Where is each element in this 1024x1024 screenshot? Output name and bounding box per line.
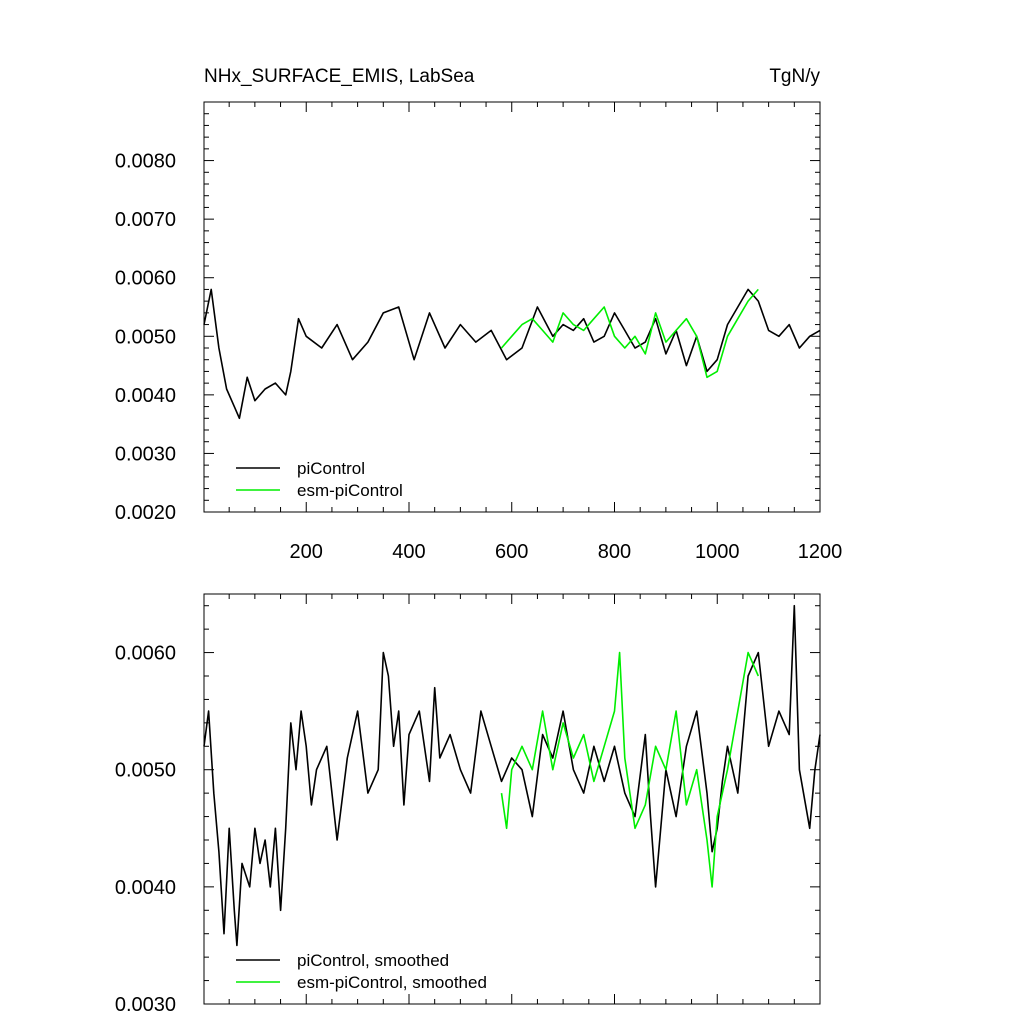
y-tick-label: 0.0070 <box>115 209 176 231</box>
chart-units: TgN/y <box>769 66 820 87</box>
y-tick-label: 0.0050 <box>115 760 176 782</box>
y-tick-label: 0.0020 <box>115 502 176 524</box>
x-tick-label: 400 <box>392 541 425 563</box>
y-tick-label: 0.0030 <box>115 443 176 465</box>
y-tick-label: 0.0060 <box>115 643 176 665</box>
legend-label: piControl <box>297 459 365 478</box>
y-tick-label: 0.0030 <box>115 994 176 1016</box>
y-tick-label: 0.0060 <box>115 268 176 290</box>
x-tick-label: 600 <box>495 541 528 563</box>
series-line-picontrol-smoothed <box>203 604 821 947</box>
x-tick-label: 1000 <box>695 541 740 563</box>
x-tick-label: 200 <box>290 541 323 563</box>
plot-frame <box>203 101 821 513</box>
y-tick-label: 0.0050 <box>115 326 176 348</box>
series-line-picontrol <box>203 288 821 420</box>
top-panel: 200 400 600 800 1000 1200 0.0020 0.0030 0.0040 0.… <box>115 101 843 563</box>
bottom-panel: 0.0030 0.0040 0.0050 0.0060 piControl, smoot… <box>115 593 821 1016</box>
series-line-esm-picontrol <box>500 288 759 379</box>
series-line-esm-picontrol-smoothed <box>500 651 760 888</box>
legend-label: esm-piControl, smoothed <box>297 973 487 992</box>
x-tick-label: 1200 <box>798 541 843 563</box>
x-tick-label: 800 <box>598 541 631 563</box>
y-tick-label: 0.0040 <box>115 877 176 899</box>
y-tick-label: 0.0040 <box>115 385 176 407</box>
legend-label: esm-piControl <box>297 481 403 500</box>
plot-frame <box>203 593 821 1005</box>
y-tick-label: 0.0080 <box>115 151 176 173</box>
chart-title: NHx_SURFACE_EMIS, LabSea <box>204 66 475 87</box>
legend-label: piControl, smoothed <box>297 951 449 970</box>
